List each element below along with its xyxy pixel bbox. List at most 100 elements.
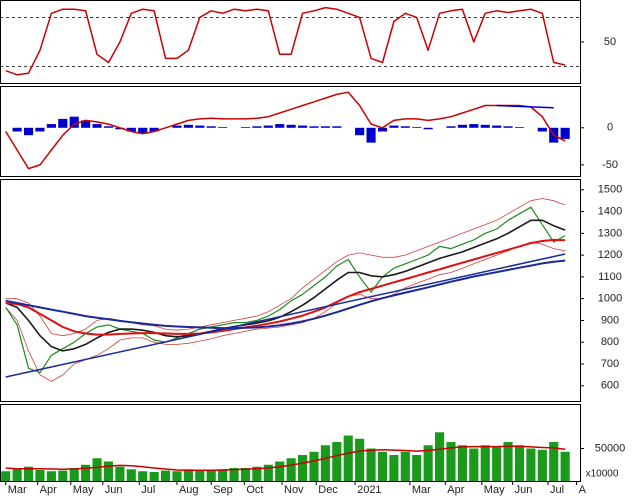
x-tick-label: Sep (213, 484, 233, 496)
bar (412, 127, 422, 128)
bar (46, 124, 56, 128)
bar (560, 451, 570, 481)
series-line (5, 259, 566, 330)
bar (252, 466, 262, 481)
bar (69, 468, 79, 481)
trend-line (496, 104, 554, 109)
bar (23, 127, 34, 136)
series-line (5, 238, 566, 336)
x-tick-label: Dec (318, 484, 338, 496)
x-tick-label: Nov (284, 484, 304, 496)
panel-frame (0, 86, 581, 177)
bar (366, 448, 376, 481)
bar (457, 445, 467, 481)
bar (492, 125, 502, 128)
bar (81, 120, 91, 128)
x-tick-label: Jul (141, 484, 155, 496)
bar (320, 126, 330, 128)
series-line (5, 219, 566, 352)
bar (457, 124, 467, 128)
bar (218, 127, 228, 128)
bar (423, 445, 433, 481)
y-tick-label: 1100 (598, 271, 622, 283)
bar (263, 464, 273, 481)
x-tick-label: Mar (8, 484, 27, 496)
y-tick-label: 700 (601, 358, 619, 370)
bar (195, 125, 205, 128)
bar (183, 124, 193, 128)
y-tick-label: 0 (607, 122, 613, 134)
bar (469, 124, 479, 128)
bar (103, 126, 114, 128)
y-tick-label: 50 (604, 36, 616, 48)
bar (138, 471, 148, 481)
bar (252, 126, 262, 128)
x-tick-label: Jul (550, 484, 564, 496)
bar (503, 126, 513, 128)
y-tick-label: -50 (602, 159, 618, 171)
bar (537, 449, 547, 481)
x-tick-label: Apr (40, 484, 57, 496)
x-tick-label: Jun (515, 484, 533, 496)
bar (389, 455, 399, 481)
bar (206, 470, 216, 481)
bar (81, 464, 91, 481)
bar (446, 126, 456, 128)
panel-frame (0, 0, 581, 84)
bar (480, 124, 490, 128)
bar (492, 447, 502, 481)
bar (469, 448, 479, 481)
y-tick-label: 50000 (595, 442, 626, 454)
bar (526, 448, 536, 481)
bar (172, 125, 182, 128)
bar (206, 126, 216, 128)
bar (195, 469, 205, 481)
bar (275, 124, 285, 128)
y-tick-label: 800 (601, 336, 619, 348)
x-tick-label: Mar (412, 484, 431, 496)
bar (355, 127, 365, 136)
x-tick-label: 2021 (357, 484, 381, 496)
bar (12, 469, 22, 481)
x-tick-label: May (484, 484, 505, 496)
y-unit-label: x10000 (586, 469, 619, 480)
bar (229, 468, 239, 481)
x-tick-label: Aug (179, 484, 199, 496)
bar (423, 127, 433, 130)
bar (240, 468, 251, 481)
bar (218, 469, 228, 481)
bar (92, 458, 102, 481)
bar (366, 127, 376, 143)
bar (309, 451, 319, 481)
bar (514, 127, 525, 128)
bar (23, 466, 34, 481)
bar (46, 471, 56, 481)
bar (320, 445, 330, 481)
x-tick-label: Oct (246, 484, 263, 496)
bar (12, 127, 22, 132)
bar (126, 469, 136, 481)
bar (297, 125, 308, 128)
panel-frame (0, 179, 581, 402)
x-tick-label: Jun (105, 484, 123, 496)
series-line (5, 445, 566, 472)
bar (149, 471, 159, 481)
bar (332, 126, 342, 128)
bar (446, 442, 456, 481)
x-tick-label: Apr (447, 484, 464, 496)
y-tick-label: 1500 (598, 184, 622, 196)
bar (149, 127, 159, 132)
bar (138, 127, 148, 134)
panel-frame (0, 404, 581, 482)
bar (560, 127, 570, 139)
x-tick-label: A (579, 484, 587, 496)
bar (343, 435, 353, 481)
bar (400, 126, 410, 128)
bar (1, 471, 11, 481)
bar (377, 127, 388, 132)
series-line (5, 6, 566, 76)
bar (355, 438, 365, 481)
series-line (5, 91, 566, 170)
bar (103, 461, 114, 481)
